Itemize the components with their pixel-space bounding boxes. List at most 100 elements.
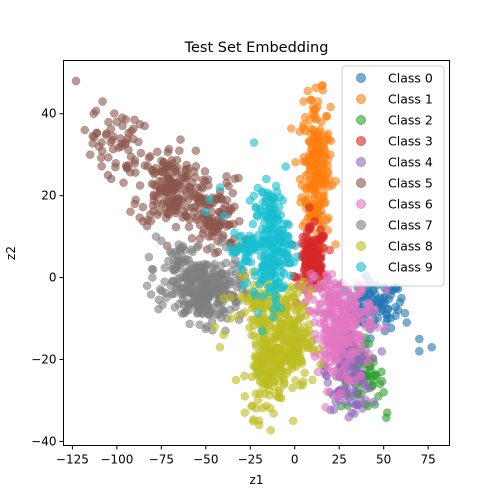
data-point [146,152,155,161]
data-point [215,342,225,352]
data-point [382,314,392,323]
data-point [262,174,271,184]
data-point [290,293,299,303]
data-point [372,371,381,381]
data-point [171,222,181,232]
legend-item: Class 2 [356,113,433,128]
series-class-5 [71,76,252,279]
legend-item: Class 6 [356,197,433,212]
data-point [253,352,263,361]
x-tick-label: 25 [332,453,347,467]
data-point [187,234,197,243]
data-point [310,216,320,226]
data-point [316,319,325,328]
data-point [291,306,300,316]
legend-marker [356,199,366,209]
data-point [210,282,219,292]
data-point [322,311,332,320]
data-point [330,280,340,290]
data-point [299,120,308,129]
data-point [273,258,282,268]
data-point [260,249,270,259]
data-point [252,210,262,220]
data-point [369,397,378,407]
legend-label: Class 9 [388,260,433,275]
data-point [104,117,113,127]
data-point [321,403,330,412]
data-point [201,207,211,217]
y-axis-ticks: −40 −20 0 20 40 [31,107,64,448]
data-point [268,313,278,322]
data-point [308,273,317,282]
data-point [162,208,171,217]
y-tick-label: 0 [49,271,57,285]
data-point [323,387,332,396]
data-point [135,213,144,222]
data-point [224,181,233,191]
data-point [285,338,294,348]
data-point [271,293,281,302]
data-point [258,403,267,413]
data-point [170,303,180,312]
data-point [313,367,323,377]
data-point [180,185,190,195]
data-point [191,173,200,182]
data-point [374,392,383,401]
data-point [126,207,135,216]
legend-label: Class 2 [388,113,433,128]
data-point [310,105,319,114]
data-point [282,295,292,304]
data-point [202,281,211,291]
data-point [237,231,246,241]
data-point [364,349,373,358]
data-point [121,138,131,147]
data-point [308,248,318,258]
data-point [228,188,238,198]
data-point [313,97,323,106]
data-point [200,176,210,186]
data-point [198,184,207,193]
data-point [169,167,179,177]
data-point [114,143,123,152]
data-point [279,281,289,291]
data-point [427,342,436,352]
data-point [329,303,338,312]
legend-item: Class 9 [356,260,433,275]
data-point [257,326,267,336]
x-tick-label: 50 [376,453,391,467]
legend-marker [356,94,366,104]
data-point [251,389,260,398]
data-point [225,305,235,314]
data-point [154,304,163,314]
data-point [213,228,222,237]
data-point [322,215,332,225]
data-point [289,319,299,328]
data-point [237,265,246,274]
data-point [188,274,198,284]
data-point [148,265,158,274]
data-point [245,323,254,332]
data-point [138,202,148,212]
data-point [236,243,245,253]
data-point [313,191,323,201]
data-point [166,281,175,290]
data-point [130,115,139,125]
data-point [262,380,272,389]
data-point [239,281,248,290]
data-point [194,269,204,279]
data-point [106,137,115,147]
data-point [321,175,330,185]
data-point [341,360,350,369]
data-point [305,203,314,212]
data-point [226,276,235,286]
data-point [164,144,174,154]
data-point [299,301,308,310]
data-point [271,279,280,289]
data-point [402,318,412,327]
data-point [323,297,332,306]
data-point [142,221,152,231]
data-point [315,244,324,254]
data-point [317,281,327,291]
data-point [146,290,156,299]
